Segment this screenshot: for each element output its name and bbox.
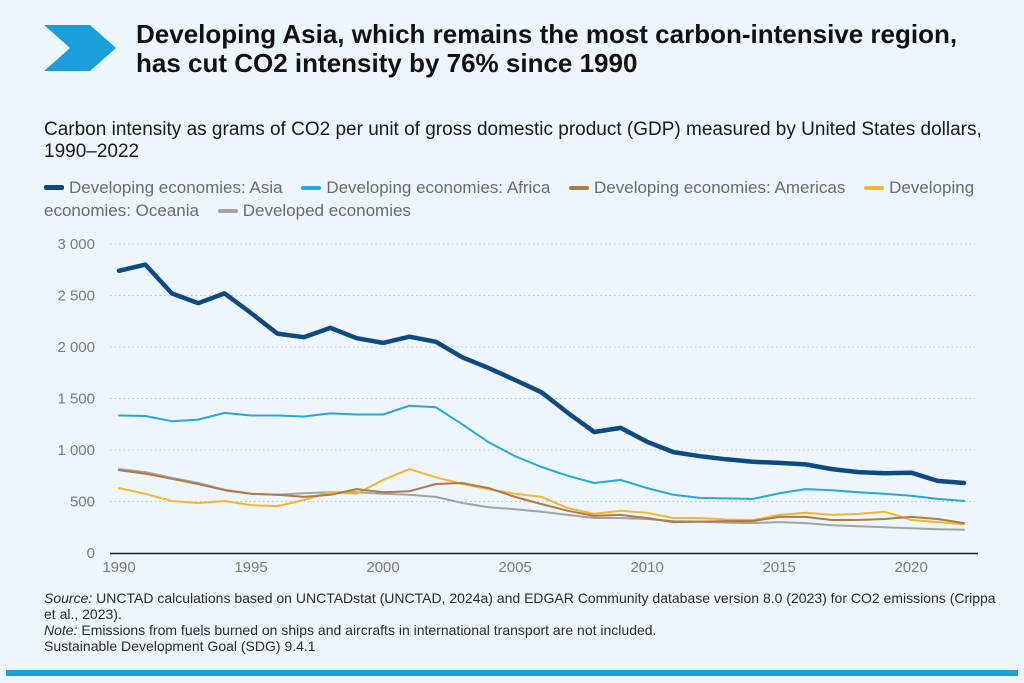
chart-subtitle: Carbon intensity as grams of CO2 per uni… xyxy=(44,119,982,162)
legend-label-asia: Developing economies: Asia xyxy=(69,178,283,197)
x-axis-ticks: 1990 1995 2000 2005 2010 2015 2020 xyxy=(102,559,928,576)
y-tick-label: 1 000 xyxy=(57,442,95,459)
legend-label-africa: Developing economies: Africa xyxy=(326,178,551,197)
legend-label-oceania: Developing economies: Oceania xyxy=(44,178,975,220)
x-tick-label: 2010 xyxy=(630,559,663,576)
chevron-right-icon xyxy=(44,25,116,71)
legend-swatch-oceania xyxy=(864,185,885,190)
chart-footer: Source: UNCTAD calculations based on UNC… xyxy=(44,590,1004,654)
sdg-text: Sustainable Development Goal (SDG) 9.4.1 xyxy=(44,638,316,654)
legend-swatch-asia xyxy=(44,185,64,191)
x-tick-label: 2000 xyxy=(366,559,399,576)
series-lines xyxy=(116,262,967,531)
legend-label-americas: Developing economies: Americas xyxy=(594,178,846,197)
note: Note: Emissions from fuels burned on shi… xyxy=(44,622,1004,638)
gridlines xyxy=(110,243,975,502)
line-chart: 0 500 1 000 1 500 2 000 2 500 3 000 1990 1995 20… xyxy=(57,236,978,576)
chart-legend: Developing economies: Asia Developing ec… xyxy=(44,176,1004,222)
y-tick-label: 2 000 xyxy=(57,339,95,356)
legend-item-developed: Developed economies xyxy=(217,201,411,220)
legend-swatch-africa xyxy=(301,185,322,190)
series-line-developing-economies-asia xyxy=(116,262,967,486)
y-tick-label: 0 xyxy=(87,545,95,562)
x-tick-label: 2015 xyxy=(762,559,795,576)
bottom-accent-bar xyxy=(6,670,1018,676)
series-line-developing-economies-americas xyxy=(118,469,965,525)
x-tick-label: 1995 xyxy=(234,559,267,576)
x-tick-label: 1990 xyxy=(102,559,135,576)
legend-item-asia: Developing economies: Asia xyxy=(44,178,283,197)
series-line-developing-economies-oceania xyxy=(118,468,965,526)
series-line-developing-economies-africa xyxy=(118,404,965,502)
source-note: Source: UNCTAD calculations based on UNC… xyxy=(44,590,1004,622)
legend-label-developed: Developed economies xyxy=(242,201,411,220)
y-tick-label: 500 xyxy=(70,494,95,511)
legend-item-africa: Developing economies: Africa xyxy=(301,178,550,197)
x-tick-label: 2005 xyxy=(498,559,531,576)
y-tick-label: 3 000 xyxy=(57,236,95,253)
note-label: Note: xyxy=(44,622,78,638)
y-axis-ticks: 0 500 1 000 1 500 2 000 2 500 3 000 xyxy=(57,236,95,562)
note-text: Emissions from fuels burned on ships and… xyxy=(77,622,657,638)
legend-item-americas: Developing economies: Americas xyxy=(569,178,845,197)
y-tick-label: 2 500 xyxy=(57,288,95,305)
y-tick-label: 1 500 xyxy=(57,391,95,408)
legend-swatch-americas xyxy=(569,185,590,190)
legend-swatch-developed xyxy=(217,208,238,213)
x-tick-label: 2020 xyxy=(895,559,928,576)
legend-item-oceania: Developing economies: Oceania xyxy=(44,178,974,220)
source-text: UNCTAD calculations based on UNCTADstat … xyxy=(44,590,996,622)
source-label: Source: xyxy=(44,590,93,606)
chart-title: Developing Asia, which remains the most … xyxy=(136,19,958,78)
